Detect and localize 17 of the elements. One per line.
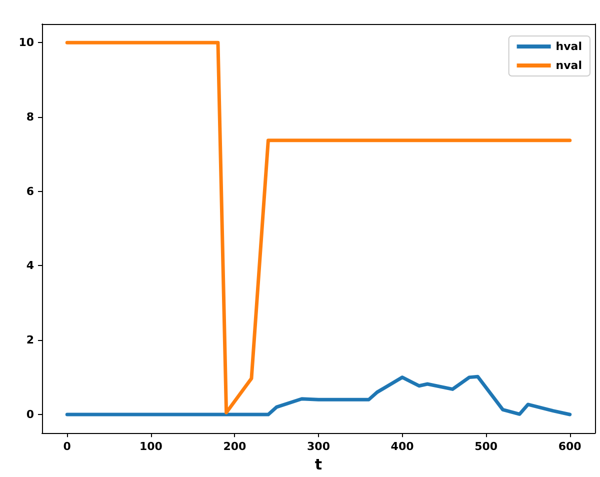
x-tick-label: 400 [390, 440, 414, 454]
legend-label: nval [556, 59, 582, 72]
x-tick-label: 100 [139, 440, 163, 454]
x-tick-label: 0 [63, 440, 72, 454]
legend-label: hval [556, 40, 582, 53]
line-series [65, 374, 572, 416]
x-tick-label: 600 [558, 440, 582, 454]
y-tick-label: 4 [26, 259, 34, 272]
y-tick-label: 0 [26, 408, 34, 422]
x-tick-label: 500 [474, 440, 498, 454]
y-tick-label: 6 [26, 184, 34, 198]
y-tick-label: 10 [18, 36, 34, 50]
x-tick-label: 200 [223, 440, 247, 454]
y-tick-label: 8 [26, 110, 34, 124]
x-tick-label: 300 [307, 440, 330, 454]
x-axis-title: t [314, 456, 322, 474]
y-tick-label: 2 [26, 334, 34, 347]
